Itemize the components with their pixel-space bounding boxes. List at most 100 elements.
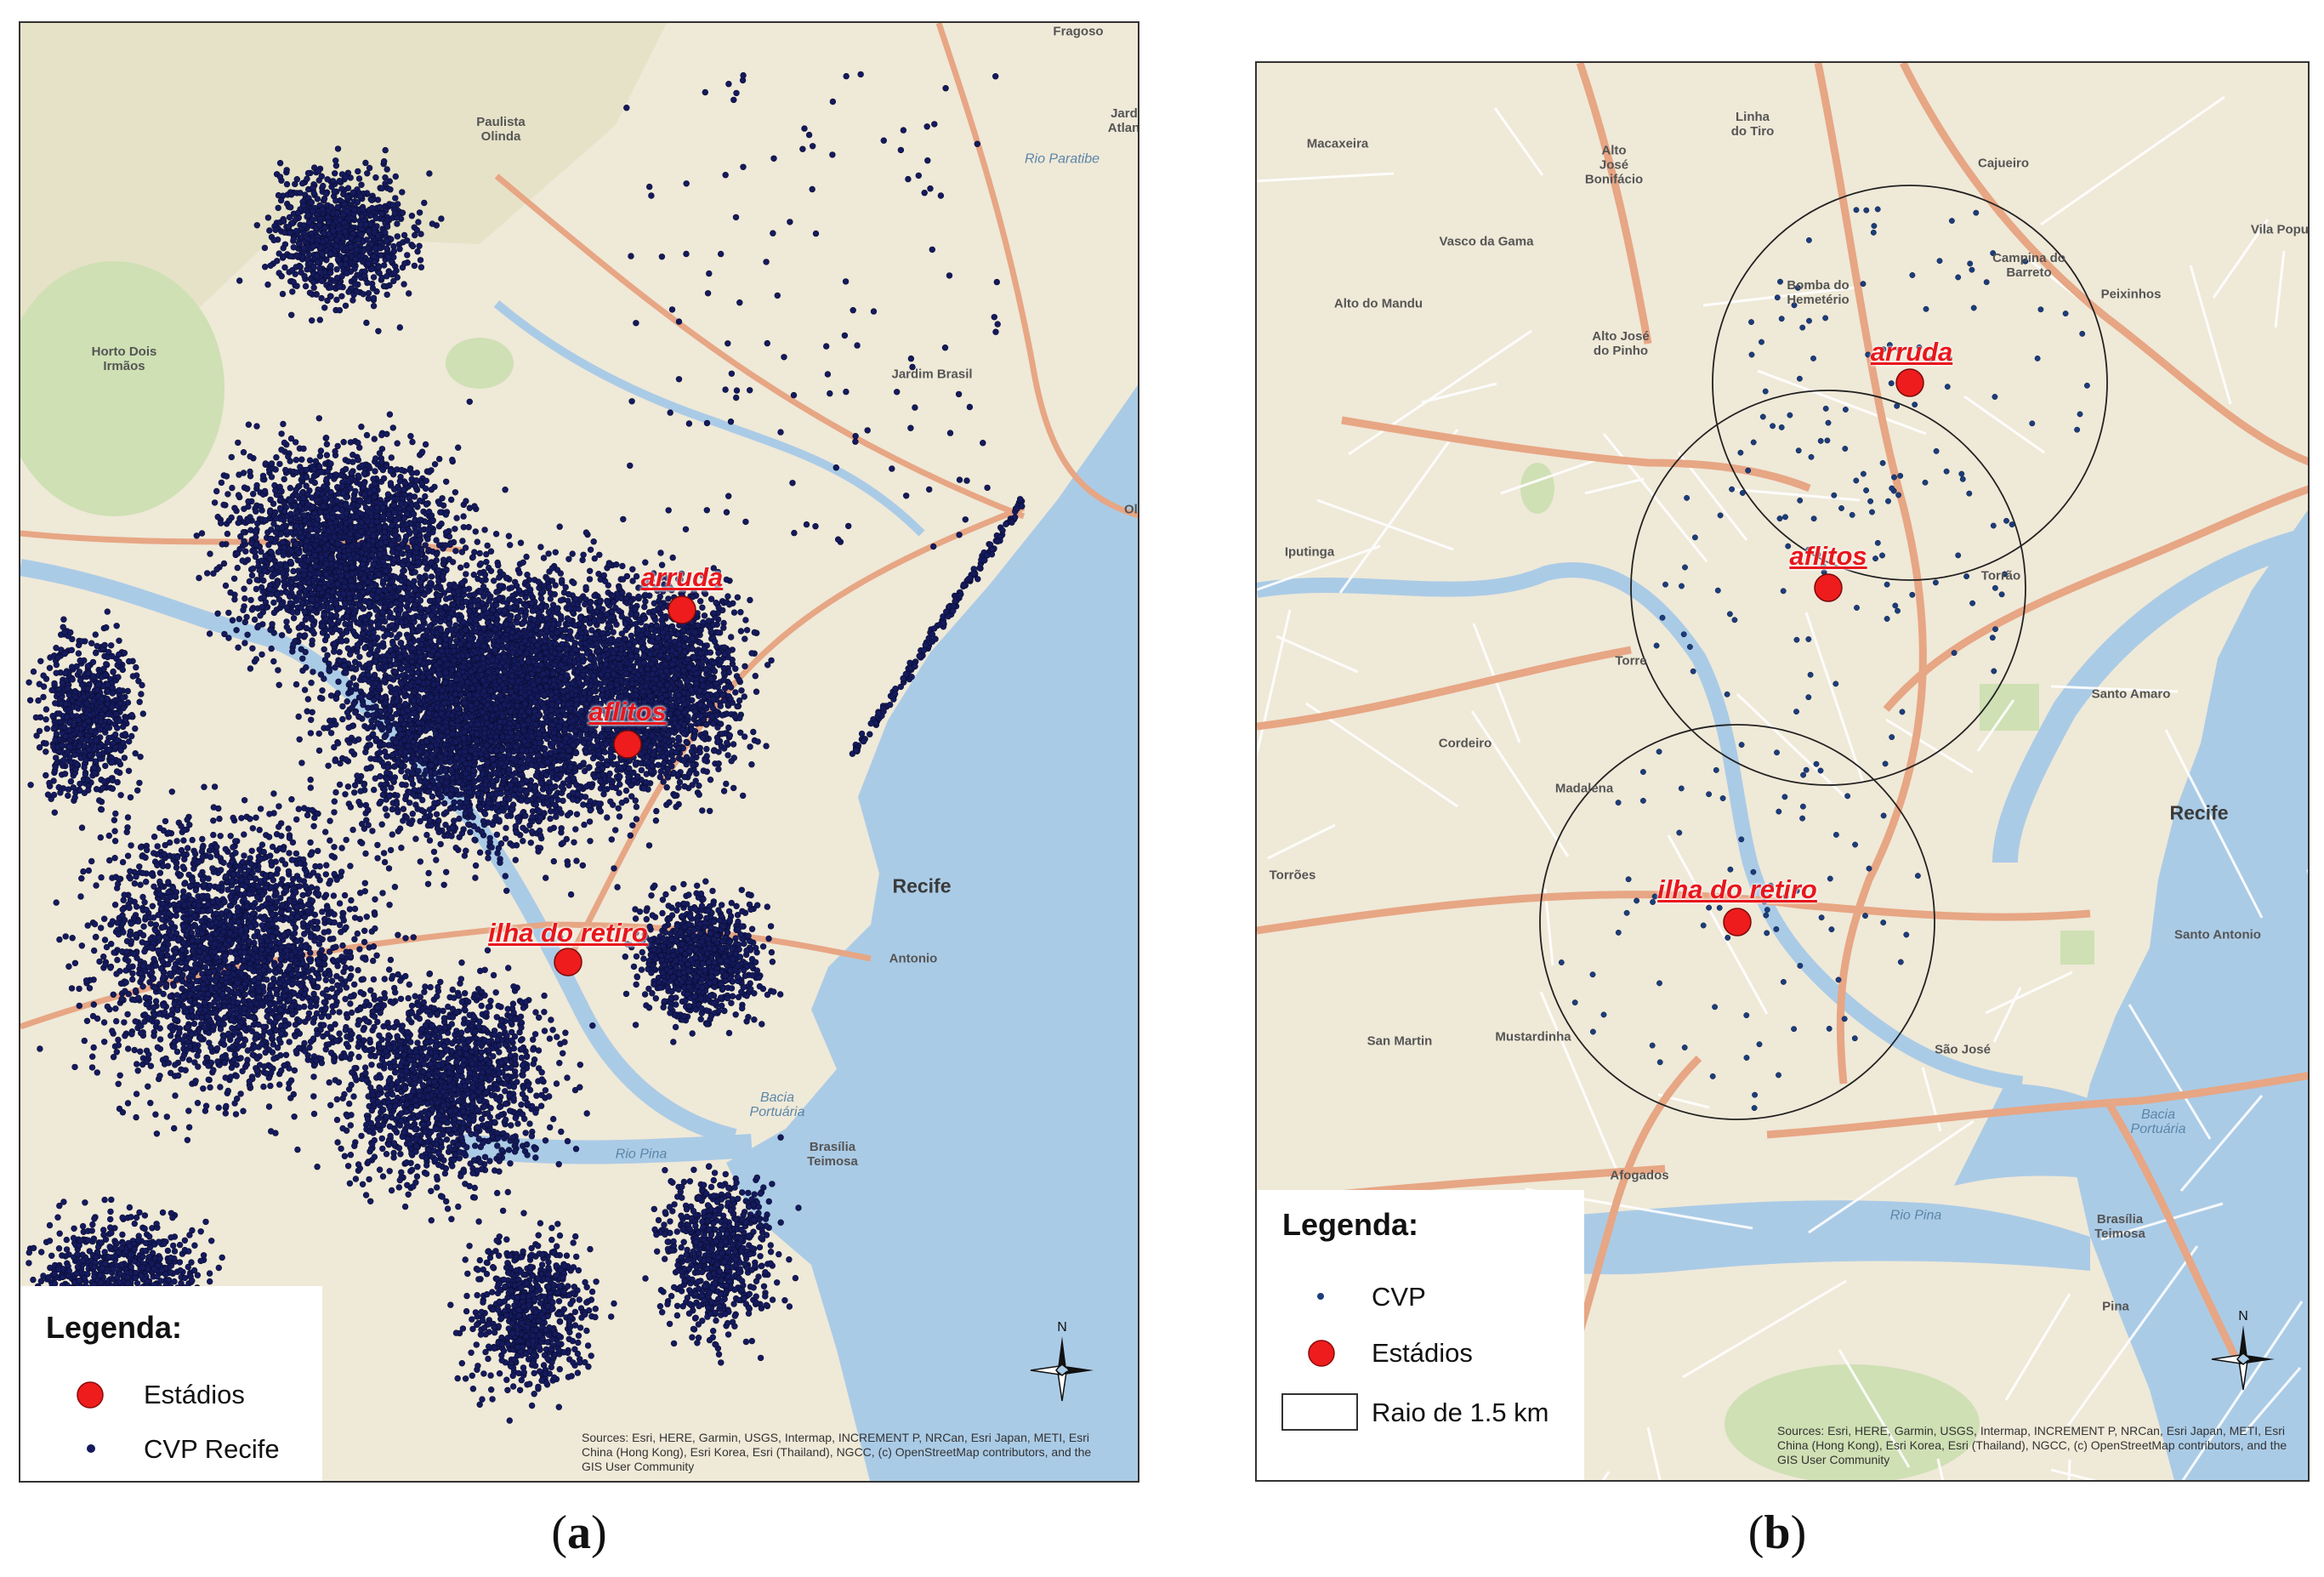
cvp-point: [401, 659, 408, 666]
cvp-point: [481, 527, 488, 533]
cvp-point: [442, 779, 450, 787]
river-pina: [461, 1134, 753, 1164]
cvp-point: [484, 702, 491, 709]
cvp-point: [532, 772, 540, 779]
cvp-point: [601, 786, 608, 793]
map-canvas-a[interactable]: [20, 23, 1139, 1483]
cvp-point: [348, 688, 355, 696]
cvp-point: [497, 859, 503, 866]
cvp-point: [490, 578, 497, 584]
cvp-point: [476, 849, 484, 856]
cvp-point: [458, 830, 466, 837]
cvp-point: [398, 665, 406, 672]
cvp-point: [442, 669, 450, 676]
cvp-point: [528, 828, 536, 835]
cvp-point: [551, 590, 558, 598]
cvp-point: [307, 730, 315, 737]
cvp-point: [331, 844, 338, 851]
cvp-point: [371, 697, 378, 703]
cvp-point: [541, 692, 548, 698]
cvp-point: [560, 688, 567, 696]
cvp-point: [547, 595, 554, 602]
cvp-point: [396, 726, 403, 732]
cvp-point: [409, 781, 417, 788]
cvp-point: [535, 578, 542, 585]
cvp-point: [550, 621, 557, 628]
cvp-point: [457, 564, 464, 571]
cvp-point: [558, 577, 565, 584]
cvp-point: [307, 776, 314, 783]
cvp-point: [472, 862, 480, 869]
cvp-point: [407, 682, 414, 689]
cvp-point: [581, 821, 588, 828]
cvp-point: [392, 661, 399, 668]
cvp-point: [393, 800, 401, 808]
cvp-point: [580, 801, 587, 808]
cvp-point: [464, 679, 471, 686]
cvp-point: [576, 784, 582, 792]
cvp-point: [466, 607, 473, 615]
cvp-point: [485, 849, 492, 857]
cvp-point: [457, 691, 464, 698]
cvp-point: [374, 720, 382, 727]
cvp-point: [487, 737, 494, 745]
cvp-point: [509, 842, 516, 849]
cvp-point: [370, 712, 377, 719]
cvp-point: [537, 595, 545, 602]
cvp-point: [559, 752, 565, 759]
cvp-point: [517, 539, 525, 546]
cvp-point: [460, 663, 467, 670]
cvp-point: [418, 686, 425, 693]
cvp-point: [415, 719, 422, 726]
cvp-point: [463, 561, 470, 569]
cvp-point: [486, 675, 493, 682]
cvp-point: [465, 692, 473, 698]
cvp-point: [616, 813, 623, 820]
cvp-point: [471, 836, 478, 843]
cvp-point: [581, 689, 588, 697]
cvp-point: [508, 584, 515, 591]
cvp-point: [558, 825, 565, 832]
cvp-point: [529, 607, 537, 614]
cvp-point: [415, 678, 422, 685]
cvp-point: [383, 775, 390, 783]
cvp-point: [564, 811, 571, 819]
cvp-point: [419, 796, 426, 804]
cvp-point: [531, 698, 538, 705]
cvp-point: [400, 806, 407, 812]
cvp-point: [351, 789, 358, 796]
cvp-point: [543, 603, 549, 610]
cvp-point: [387, 846, 395, 854]
cvp-point: [378, 708, 384, 714]
cvp-point: [441, 800, 448, 807]
cvp-point: [524, 798, 531, 805]
cvp-point: [594, 737, 601, 744]
cvp-point: [586, 567, 594, 574]
cvp-point: [550, 857, 557, 865]
cvp-point: [579, 862, 586, 869]
cvp-point: [509, 649, 516, 656]
cvp-point: [487, 631, 494, 638]
cvp-point: [479, 771, 486, 777]
cvp-point: [462, 748, 469, 755]
cvp-point: [552, 549, 559, 555]
cvp-point: [600, 572, 607, 579]
cvp-point: [527, 840, 534, 846]
cvp-point: [499, 733, 506, 740]
cvp-point: [487, 623, 494, 629]
cvp-point: [349, 826, 356, 834]
cvp-point: [556, 806, 563, 812]
cvp-point: [480, 643, 487, 650]
atlantic-ocean: [726, 384, 1138, 1481]
cvp-point: [565, 777, 571, 783]
cvp-point: [510, 792, 517, 799]
cvp-point: [332, 695, 339, 703]
cvp-point: [365, 806, 372, 813]
cvp-point: [346, 739, 353, 746]
cvp-point: [364, 711, 372, 719]
cvp-point: [465, 821, 472, 828]
cvp-point: [372, 703, 379, 710]
cvp-point: [561, 726, 568, 732]
cvp-point: [543, 615, 551, 622]
